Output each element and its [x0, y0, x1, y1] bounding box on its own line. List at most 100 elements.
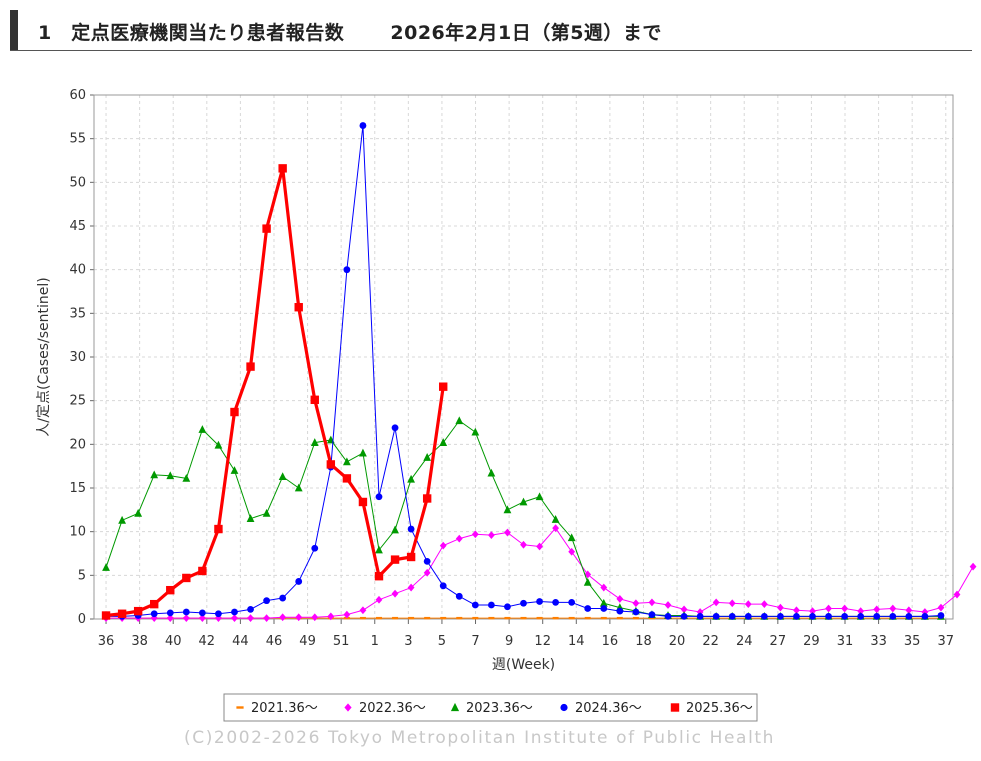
data-point [825, 604, 832, 613]
data-point [535, 492, 544, 501]
data-point [744, 600, 752, 609]
data-point [937, 612, 945, 619]
data-point [279, 613, 287, 622]
data-point [391, 424, 399, 432]
data-point [359, 122, 367, 129]
data-point [712, 598, 720, 607]
legend-item: 2021.36〜 [236, 701, 318, 716]
data-point [214, 440, 223, 449]
y-tick-label: 15 [69, 481, 86, 496]
data-point [520, 540, 527, 549]
data-point [873, 605, 881, 614]
data-point [503, 505, 512, 514]
page-header: 1 定点医療機関当たり患者報告数 2026年2月1日（第5週）まで [10, 8, 972, 51]
legend-marker [670, 703, 680, 712]
data-point [953, 590, 961, 599]
data-point [439, 541, 447, 550]
data-point [262, 224, 271, 233]
data-point [375, 595, 383, 604]
data-point [568, 616, 575, 620]
copyright-footer: (C)2002-2026 Tokyo Metropolitan Institut… [184, 728, 776, 748]
data-point [439, 582, 447, 590]
data-point [439, 438, 448, 446]
data-point [680, 605, 688, 614]
data-point [632, 599, 640, 608]
data-point [150, 470, 159, 479]
data-point [343, 610, 351, 619]
y-tick-label: 5 [78, 568, 86, 583]
data-point [295, 578, 303, 585]
data-point [230, 407, 239, 417]
data-point [648, 616, 655, 620]
legend-box [223, 693, 758, 722]
data-point [504, 528, 511, 537]
data-point [295, 613, 303, 622]
data-point [423, 453, 432, 461]
data-point [310, 438, 319, 446]
data-point [406, 552, 416, 562]
x-tick-label: 20 [669, 634, 686, 649]
legend-label: 2024.36〜 [575, 701, 642, 716]
data-point [664, 612, 672, 620]
x-tick-label: 16 [602, 634, 619, 649]
y-axis-title: 人/定点(Cases/sentinel) [36, 277, 52, 436]
data-point [407, 525, 415, 533]
data-point [632, 608, 640, 616]
x-tick-label: 36 [98, 634, 115, 649]
x-axis-title: 週(Week) [492, 657, 555, 673]
data-point [278, 164, 287, 173]
data-point [166, 609, 174, 617]
data-point [310, 395, 319, 404]
series-3 [102, 122, 945, 620]
data-point [600, 583, 608, 592]
data-point [793, 612, 800, 620]
data-point [134, 508, 143, 517]
y-tick-label: 50 [69, 175, 86, 190]
data-point [760, 612, 768, 620]
data-point [246, 514, 255, 522]
data-point [247, 614, 254, 623]
data-point [294, 483, 303, 492]
data-point [487, 531, 495, 540]
data-point [857, 612, 865, 620]
x-tick-label: 29 [803, 634, 820, 649]
y-tick-label: 45 [69, 219, 86, 234]
data-point [166, 614, 174, 623]
legend-marker [236, 706, 244, 709]
data-point [536, 542, 543, 551]
legend-label: 2021.36〜 [251, 701, 318, 716]
data-point [728, 599, 736, 608]
data-point [424, 616, 431, 620]
data-point [744, 612, 752, 620]
data-point [215, 610, 222, 618]
data-point [423, 568, 431, 577]
data-point [407, 474, 416, 483]
data-point [616, 616, 623, 620]
data-point [359, 448, 367, 457]
data-point [294, 303, 303, 312]
series-line [105, 166, 445, 618]
data-point [246, 362, 255, 371]
data-point [921, 612, 929, 620]
data-point [504, 603, 511, 611]
legend-marker [450, 702, 460, 712]
data-point [471, 601, 479, 609]
data-point [439, 382, 448, 391]
data-point [584, 605, 592, 612]
data-point [374, 572, 384, 581]
data-point [422, 494, 432, 503]
data-point [262, 508, 271, 517]
x-tick-label: 3 [404, 634, 412, 649]
y-tick-label: 20 [69, 437, 86, 452]
data-point [118, 515, 126, 524]
data-point [616, 595, 624, 603]
series-4 [101, 164, 448, 620]
data-point [600, 616, 607, 620]
y-tick-label: 10 [69, 525, 86, 540]
data-point [552, 599, 560, 606]
data-point [311, 613, 319, 622]
data-point [455, 416, 464, 425]
data-point [905, 606, 913, 615]
data-point [471, 530, 479, 539]
